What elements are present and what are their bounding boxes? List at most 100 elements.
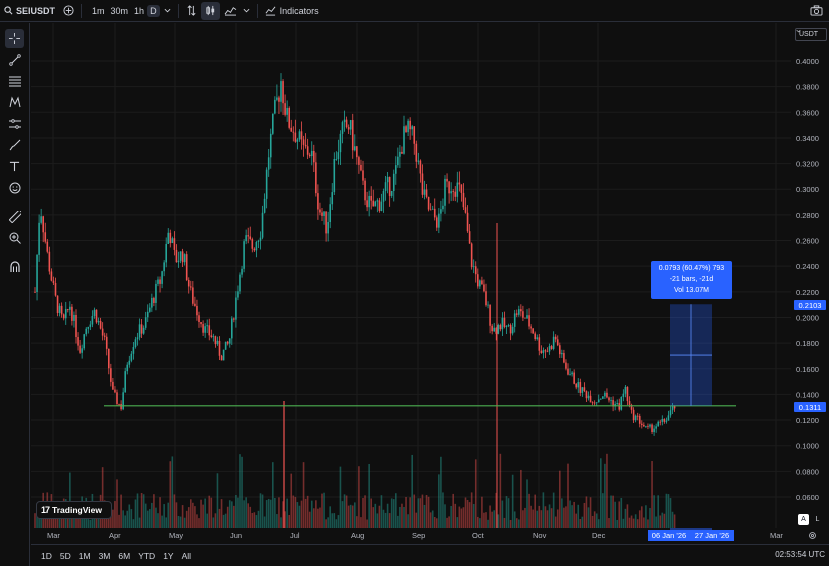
crosshair-tool[interactable] [5,29,24,48]
price-chart[interactable]: 0.4000 0.3800 0.3600 0.3400 0.3200 0.3000 0.28… [31,23,829,566]
volume-bar [485,512,487,528]
range-6m[interactable]: 6M [118,550,131,561]
candle-body [138,324,141,338]
chevron-down-icon[interactable] [164,8,171,13]
candle-body [546,351,549,353]
zoom-tool[interactable] [5,228,24,247]
month-label: Aug [351,531,364,540]
currency-selector[interactable]: USDT [795,28,827,41]
volume-bar [138,517,141,528]
candle-body [163,262,165,272]
symbol-search[interactable]: SEIUSDT [0,0,59,22]
text-tool[interactable] [5,157,24,176]
pattern-tool[interactable] [5,92,24,111]
add-symbol-button[interactable] [59,0,78,22]
text-icon [9,161,20,172]
measure-start-date-tag: 06 Jan '26 [648,530,690,541]
range-all[interactable]: All [181,550,192,561]
auto-scale-button[interactable]: A [798,514,809,525]
emoji-tool[interactable] [5,178,24,197]
interval-30m[interactable]: 30m [110,5,129,16]
range-5d[interactable]: 5D [59,550,71,561]
ruler-tool[interactable] [5,207,24,226]
candle-body [573,372,575,384]
volume-bar [581,516,584,528]
forecast-tool[interactable] [5,114,24,133]
candle-body [390,191,393,196]
candle-body [515,313,518,315]
tradingview-logo-text: TradingView [52,505,102,515]
volume-bar [382,509,385,528]
candle-body [71,306,73,321]
fib-tool[interactable] [5,71,24,90]
candle-body [581,387,584,393]
tradingview-logo[interactable]: 17 TradingView [36,501,112,519]
candle-body [477,274,479,287]
candle-body [183,254,186,263]
candles-style-button[interactable] [200,1,220,20]
price-label: 0.1600 [796,365,819,374]
month-label: Jun [230,531,242,540]
candle-body [298,131,301,140]
volume-bar [370,498,372,528]
volume-bar [292,495,295,528]
magnet-tool[interactable] [5,257,24,276]
interval-1h[interactable]: 1h [134,5,145,16]
price-label: 0.1000 [796,442,819,451]
candle-body [99,320,102,329]
candle-body [585,391,588,399]
top-toolbar: SEIUSDT 1m 30m 1h D [0,0,829,22]
symbol-name[interactable]: SEIUSDT [16,5,56,16]
candle-body [563,353,565,363]
volume-bar [319,507,321,528]
candle-body [224,341,227,350]
candle-body [288,107,290,128]
candle-body [372,200,375,207]
candle-body [425,189,428,197]
chart-type-button[interactable] [220,0,254,22]
candle-body [362,170,364,181]
utc-clock[interactable]: 02:53:54 UTC [775,550,825,559]
candle-body [354,146,356,151]
candle-body [577,382,580,388]
range-3m[interactable]: 3M [98,550,111,561]
volume-bar [641,506,643,528]
indicators-button[interactable]: Indicators [261,0,323,22]
interval-group: 1m 30m 1h D [85,0,175,22]
month-label: Sep [412,531,425,540]
candle-body [655,426,657,429]
chart-canvas[interactable]: 0.4000 0.3800 0.3600 0.3400 0.3200 0.3000 0.28… [31,23,829,543]
interval-1m[interactable]: 1m [92,5,105,16]
candle-body [315,162,317,194]
volume-bar [495,492,498,528]
volume-bar [390,498,393,528]
range-1d[interactable]: 1D [41,550,52,561]
interval-d[interactable]: D [147,4,160,17]
toolbar-divider [81,3,83,18]
range-1m[interactable]: 1M [78,550,91,561]
volume-bar [462,507,465,528]
candle-body [364,180,366,201]
volume-bar [561,498,563,528]
trendline-tool[interactable] [5,50,24,69]
snapshot-button[interactable] [806,0,827,22]
candle-body [167,232,170,244]
brush-tool[interactable] [5,135,24,154]
candle-body [296,139,299,142]
candle-body [518,309,520,315]
candle-body [456,182,459,197]
volume-bar [210,497,213,528]
candle-body [548,346,551,352]
range-1y[interactable]: 1Y [163,550,174,561]
candle-body [429,209,432,211]
volume-bar [169,461,172,528]
volume-bar [489,505,491,528]
bar-replay-button[interactable] [182,0,201,22]
log-scale-button[interactable]: L [815,516,820,523]
volume-bar [589,497,592,528]
candle-body [487,304,489,306]
range-ytd[interactable]: YTD [138,550,156,561]
candle-body [321,212,323,216]
candle-body [124,371,126,393]
volume-bar [235,494,237,528]
